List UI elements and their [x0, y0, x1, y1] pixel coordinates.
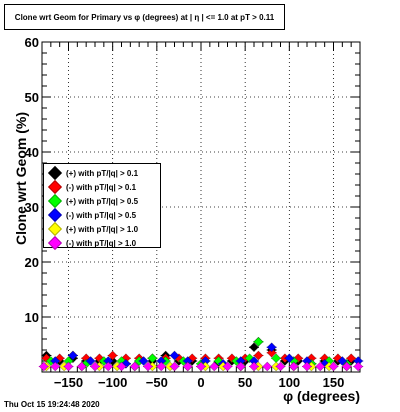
- data-point: [353, 361, 364, 372]
- series-5: [38, 361, 364, 372]
- legend-item: (+) with pT/|q| > 0.1: [44, 165, 160, 181]
- data-point: [341, 361, 352, 372]
- y-tick-label: 20: [25, 255, 39, 270]
- data-point: [253, 350, 264, 361]
- data-point: [156, 361, 167, 372]
- data-point: [284, 353, 295, 364]
- data-point: [266, 347, 277, 358]
- legend-label: (+) with pT/|q| > 0.5: [66, 196, 139, 206]
- legend-label: (+) with pT/|q| > 0.1: [66, 168, 139, 178]
- legend-marker-icon: [47, 193, 63, 209]
- legend-item: (-) with pT/|q| > 1.0: [44, 235, 160, 251]
- legend: (+) with pT/|q| > 0.1 (-) with pT/|q| > …: [43, 163, 161, 251]
- legend-item: (-) with pT/|q| > 0.1: [44, 179, 160, 195]
- data-point: [63, 361, 74, 372]
- y-tick-label: 10: [25, 310, 39, 325]
- x-axis-label: φ (degrees): [283, 388, 360, 404]
- data-point: [337, 356, 348, 366]
- y-tick-label: 60: [25, 35, 39, 50]
- data-point: [85, 356, 96, 366]
- x-tick-label: −100: [98, 375, 127, 390]
- x-tick-label: 100: [278, 375, 300, 390]
- tick-labels: −150 −100 −50 0 50 100 150 10 20 30 40 50 60: [25, 35, 345, 390]
- data-point: [143, 361, 153, 372]
- data-point: [288, 361, 299, 372]
- data-point: [169, 361, 180, 372]
- data-point: [266, 342, 277, 353]
- legend-marker-icon: [47, 235, 63, 251]
- legend-marker-icon: [47, 165, 63, 181]
- data-point: [38, 361, 49, 372]
- y-tick-label: 50: [25, 90, 39, 105]
- data-point: [249, 342, 259, 353]
- data-point: [209, 361, 220, 372]
- legend-marker-icon: [47, 221, 63, 237]
- data-point: [67, 350, 78, 361]
- legend-marker-icon: [47, 179, 63, 195]
- y-tick-label: 30: [25, 200, 39, 215]
- data-point: [222, 361, 233, 372]
- data-point: [138, 356, 149, 366]
- legend-label: (-) with pT/|q| > 1.0: [66, 238, 137, 248]
- x-tick-label: 150: [323, 375, 345, 390]
- x-tick-label: −50: [146, 375, 168, 390]
- data-point: [129, 361, 140, 372]
- data-point: [275, 361, 286, 372]
- data-point: [50, 361, 61, 372]
- data-point: [262, 361, 273, 372]
- y-axis-label: Clone wrt Geom (%): [13, 112, 29, 246]
- data-point: [196, 361, 206, 372]
- data-point: [76, 361, 87, 372]
- ticks: [41, 41, 361, 373]
- chart-title: Clone wrt Geom for Primary vs φ (degrees…: [4, 4, 285, 30]
- legend-item: (-) with pT/|q| > 0.5: [44, 207, 160, 223]
- legend-label: (+) with pT/|q| > 1.0: [66, 224, 139, 234]
- legend-label: (-) with pT/|q| > 0.1: [66, 182, 137, 192]
- data-point: [169, 350, 180, 361]
- legend-item: (+) with pT/|q| > 1.0: [44, 221, 160, 237]
- data-point: [302, 361, 312, 372]
- x-tick-label: 0: [197, 375, 204, 390]
- legend-marker-icon: [47, 207, 63, 223]
- timestamp: Thu Oct 15 19:24:48 2020: [4, 400, 100, 409]
- x-tick-label: −150: [54, 375, 83, 390]
- data-point: [90, 361, 100, 372]
- data-marks: [38, 336, 364, 372]
- data-point: [107, 350, 118, 361]
- data-point: [116, 361, 127, 372]
- data-point: [315, 361, 326, 372]
- data-point: [182, 361, 193, 372]
- data-point: [253, 336, 264, 347]
- data-point: [249, 361, 259, 372]
- x-tick-label: 50: [238, 375, 252, 390]
- data-point: [235, 361, 246, 372]
- legend-label: (-) with pT/|q| > 0.5: [66, 210, 137, 220]
- data-point: [103, 361, 114, 372]
- series-3: [50, 342, 364, 369]
- legend-item: (+) with pT/|q| > 0.5: [44, 193, 160, 209]
- data-point: [328, 361, 339, 372]
- y-tick-label: 40: [25, 145, 39, 160]
